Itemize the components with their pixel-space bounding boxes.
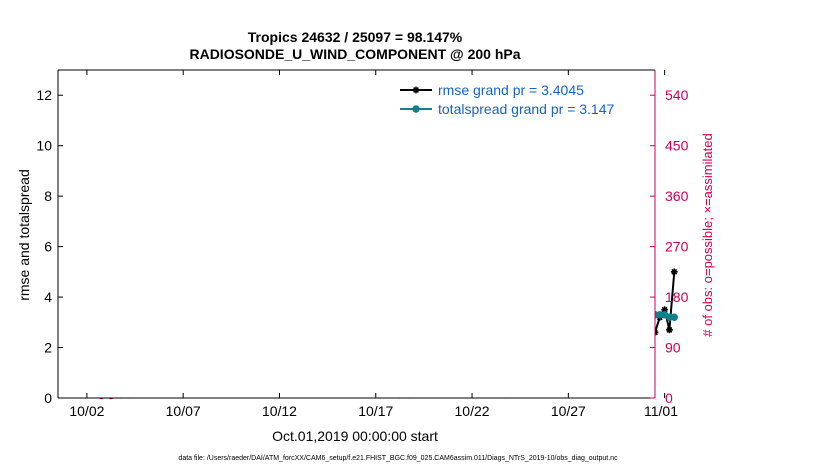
y-tick-label-left: 6: [44, 239, 52, 255]
y-axis-label-left: rmse and totalspread: [16, 169, 32, 301]
y-tick-label-right: 540: [665, 87, 689, 103]
x-axis-label: Oct.01,2019 00:00:00 start: [272, 428, 438, 444]
y-tick-label-right: 180: [665, 289, 689, 305]
x-tick-label: 11/01: [644, 403, 678, 419]
legend: rmse grand pr = 3.4045 totalspread grand …: [400, 82, 615, 117]
legend-label-totalspread: totalspread grand pr = 3.147: [438, 101, 615, 117]
chart-title-line2: RADIOSONDE_U_WIND_COMPONENT @ 200 hPa: [189, 46, 520, 62]
legend-marker-totalspread: [412, 105, 420, 113]
star-stroke: [413, 87, 419, 93]
x-tick-label: 10/12: [262, 403, 297, 419]
star-stroke: [671, 268, 678, 275]
rmse-point: [666, 326, 673, 334]
y-tick-label-right: 0: [665, 390, 673, 406]
y-tick-label-left: 2: [44, 340, 52, 356]
y-tick-label-right: 450: [665, 138, 689, 154]
rmse-point: [661, 306, 669, 314]
y-tick-label-right: 90: [665, 340, 681, 356]
y-axis-label-right: # of obs: o=possible; ×=assimilated: [700, 133, 715, 336]
chart-title-line1: Tropics 24632 / 25097 = 98.147%: [248, 29, 463, 45]
y-tick-label-left: 4: [44, 289, 52, 305]
y-tick-label-right: 360: [665, 188, 689, 204]
y-tick-label-right: 270: [665, 239, 689, 255]
plot-area: [58, 70, 655, 398]
y-tick-label-left: 8: [44, 188, 52, 204]
star-stroke: [666, 326, 673, 333]
x-tick-label: 10/22: [455, 403, 490, 419]
chart-axes: 10/02 10/07 10/12 10/17 10/22 10/27 11/0102468…: [36, 69, 689, 419]
totalspread-point: [670, 313, 678, 321]
y-tick-label-left: 12: [36, 87, 52, 103]
x-tick-label: 10/02: [69, 403, 104, 419]
y-tick-label-left: 10: [36, 138, 52, 154]
legend-label-rmse: rmse grand pr = 3.4045: [438, 82, 584, 98]
legend-marker-rmse: [412, 86, 420, 94]
rmse-point: [670, 268, 678, 276]
star-stroke: [661, 306, 668, 313]
footnote: data file: /Users/raeder/DAI/ATM_forcXX/…: [178, 455, 618, 462]
x-tick-label: 10/17: [358, 403, 393, 419]
x-tick-label: 10/27: [551, 403, 586, 419]
x-tick-label: 10/07: [166, 403, 201, 419]
y-tick-label-left: 0: [44, 390, 52, 406]
